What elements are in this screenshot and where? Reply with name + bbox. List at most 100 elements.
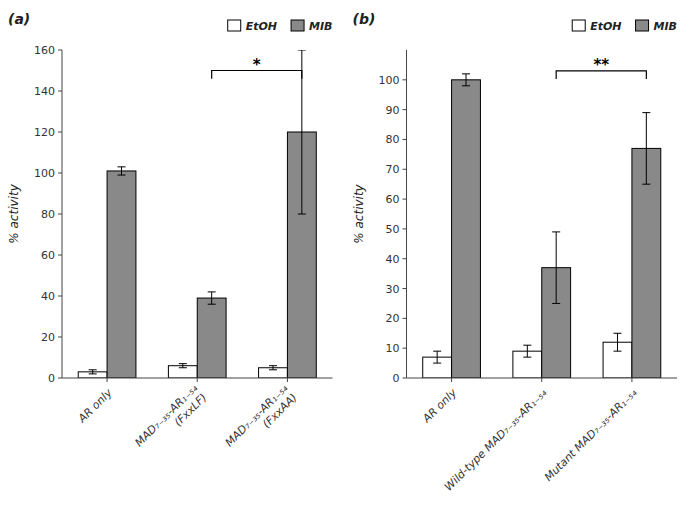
error-cap [118, 166, 126, 167]
y-axis-line [62, 50, 63, 378]
error-cap [433, 351, 441, 352]
x-tick [541, 378, 542, 382]
x-tick-label: Mutant MAD₇₋₃₅-AR₁₋₅₄ [542, 386, 640, 484]
chart-root: (a)020406080100120140160% activityAR onl… [0, 0, 689, 519]
x-tick [197, 378, 198, 382]
significance-label: * [253, 56, 261, 74]
error-cap [552, 303, 560, 304]
error-stem [211, 292, 212, 304]
x-tick-label-line: Wild-type MAD₇₋₃₅-AR₁₋₅₄ [442, 386, 550, 494]
y-tick [58, 91, 62, 92]
error-bar [433, 351, 441, 363]
legend-label: MIB [309, 20, 332, 33]
legend-label: MIB [654, 20, 677, 33]
legend-label: EtOH [246, 20, 277, 33]
legend: MIBEtOH [572, 20, 677, 33]
x-tick [451, 378, 452, 382]
error-cap [552, 231, 560, 232]
error-cap [179, 367, 187, 368]
y-tick [403, 348, 407, 349]
y-tick [58, 296, 62, 297]
y-tick-label: 0 [48, 372, 55, 385]
error-stem [617, 333, 618, 351]
x-tick-label: AR only [420, 386, 460, 426]
y-tick-label: 160 [34, 44, 55, 57]
y-tick [403, 139, 407, 140]
bars [423, 74, 661, 378]
bar [168, 366, 197, 378]
panel: (b)0102030405060708090100% activityAR on… [352, 11, 678, 494]
y-tick-label: 70 [386, 163, 400, 176]
error-bar [89, 370, 97, 374]
y-tick [58, 255, 62, 256]
x-tick-label-line: (FxxAA) [260, 391, 300, 431]
y-axis-line [406, 50, 407, 378]
y-tick [403, 318, 407, 319]
bars [78, 50, 316, 378]
y-tick-label: 100 [379, 74, 400, 87]
y-tick-label: 10 [386, 342, 400, 355]
y-tick [403, 288, 407, 289]
x-tick-label-line: Mutant MAD₇₋₃₅-AR₁₋₅₄ [542, 386, 640, 484]
x-tick-label: MAD₇₋₃₅-AR₁₋₅₄(FxxAA) [223, 381, 300, 458]
error-stem [121, 167, 122, 175]
error-cap [208, 291, 216, 292]
error-cap [269, 365, 277, 366]
y-tick [58, 214, 62, 215]
legend-swatch [291, 20, 304, 31]
y-tick [58, 337, 62, 338]
error-bar [523, 345, 531, 357]
error-cap [433, 363, 441, 364]
y-tick [403, 228, 407, 229]
y-tick [403, 258, 407, 259]
y-tick [403, 109, 407, 110]
bar [197, 298, 226, 378]
y-tick-label: 80 [41, 208, 55, 221]
error-cap [613, 351, 621, 352]
error-cap [523, 357, 531, 358]
error-stem [646, 113, 647, 185]
error-cap [208, 304, 216, 305]
error-stem [466, 74, 467, 86]
error-cap [298, 50, 306, 51]
x-tick [287, 378, 288, 382]
y-tick [403, 378, 407, 379]
error-stem [182, 364, 183, 368]
y-tick [403, 79, 407, 80]
y-tick [58, 132, 62, 133]
y-tick-label: 100 [34, 167, 55, 180]
y-tick-label: 120 [34, 126, 55, 139]
x-tick [631, 378, 632, 382]
y-tick-label: 0 [393, 372, 400, 385]
error-cap [118, 175, 126, 176]
error-cap [462, 85, 470, 86]
x-tick-label: AR only [75, 386, 115, 426]
legend-swatch [572, 20, 585, 31]
legend-swatch [228, 20, 241, 31]
error-bar [552, 232, 560, 304]
significance-label: ** [593, 56, 609, 74]
error-cap [642, 184, 650, 185]
error-cap [179, 363, 187, 364]
x-tick-label: MAD₇₋₃₅-AR₁₋₅₄(FxxLF) [132, 381, 209, 458]
y-tick [58, 50, 62, 51]
error-bar [179, 364, 187, 368]
legend: MIB EtOH [228, 20, 333, 33]
y-tick [58, 378, 62, 379]
y-axis-label: % activity [352, 183, 366, 243]
panel-title: (b) [353, 11, 376, 27]
y-tick-label: 60 [386, 193, 400, 206]
error-cap [269, 369, 277, 370]
y-tick-label: 50 [386, 223, 400, 236]
error-stem [437, 351, 438, 363]
bar [452, 80, 481, 378]
error-bar [613, 333, 621, 351]
x-tick [107, 378, 108, 382]
error-bar [118, 167, 126, 175]
y-tick [403, 199, 407, 200]
panel-title: (a) [8, 11, 30, 27]
error-stem [92, 370, 93, 374]
y-tick-label: 20 [386, 312, 400, 325]
panel: (a)020406080100120140160% activityAR onl… [7, 11, 333, 459]
y-tick [58, 173, 62, 174]
